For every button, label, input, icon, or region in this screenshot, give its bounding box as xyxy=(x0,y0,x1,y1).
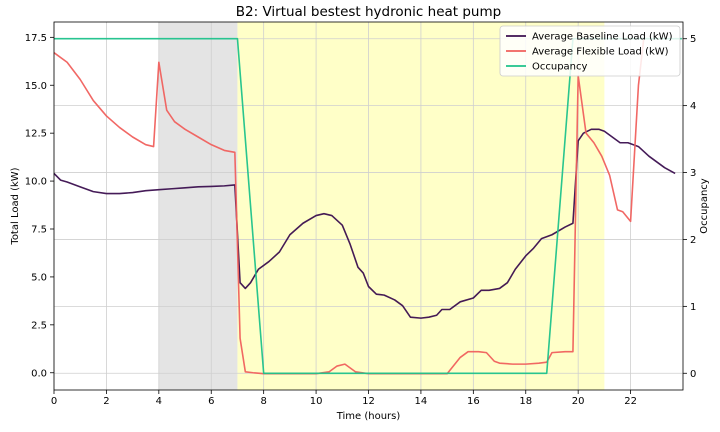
x-tick-label: 16 xyxy=(467,396,480,407)
y2-tick-label: 4 xyxy=(690,101,696,112)
shaded-regions xyxy=(158,22,605,390)
x-tick-label: 12 xyxy=(362,396,375,407)
y-tick-label: 12.5 xyxy=(25,129,47,140)
y-tick-label: 0.0 xyxy=(31,368,47,379)
x-axis: 0 2 4 6 8 10 12 14 16 18 20 22 xyxy=(51,390,637,407)
x-tick-label: 4 xyxy=(156,396,162,407)
legend-label-0: Average Baseline Load (kW) xyxy=(532,32,673,43)
legend-label-1: Average Flexible Load (kW) xyxy=(532,47,669,58)
x-axis-label: Time (hours) xyxy=(336,411,401,422)
y2-axis-label: Occupancy xyxy=(699,178,710,234)
y2-tick-label: 1 xyxy=(690,302,696,313)
x-tick-label: 0 xyxy=(51,396,57,407)
x-tick-label: 22 xyxy=(624,396,637,407)
y-tick-label: 7.5 xyxy=(31,225,47,236)
y-tick-label: 17.5 xyxy=(25,33,47,44)
series-line-0 xyxy=(53,128,676,319)
y-axis-left: 0.0 2.5 5.0 7.5 10.0 12.5 15.0 17.5 xyxy=(25,33,54,379)
y-tick-label: 15.0 xyxy=(25,81,47,92)
x-tick-label: 18 xyxy=(519,396,532,407)
x-tick-label: 8 xyxy=(260,396,266,407)
x-tick-label: 14 xyxy=(415,396,428,407)
y2-tick-label: 2 xyxy=(690,235,696,246)
x-tick-label: 6 xyxy=(208,396,214,407)
chart-title: B2: Virtual bestest hydronic heat pump xyxy=(236,4,501,20)
y-tick-label: 5.0 xyxy=(31,272,47,283)
y-axis-right: 0 1 2 3 4 5 xyxy=(683,34,696,380)
shaded-region-0 xyxy=(158,22,238,390)
y2-tick-label: 0 xyxy=(690,369,696,380)
legend-box xyxy=(499,25,681,77)
y-tick-label: 2.5 xyxy=(31,320,47,331)
y2-tick-label: 5 xyxy=(690,34,696,45)
x-tick-label: 20 xyxy=(572,396,585,407)
y2-tick-label: 3 xyxy=(690,168,696,179)
y-tick-label: 10.0 xyxy=(25,177,47,188)
legend: Average Baseline Load (kW) Average Flexib… xyxy=(499,25,681,77)
y-axis-label: Total Load (kW) xyxy=(10,167,21,245)
x-tick-label: 10 xyxy=(310,396,323,407)
legend-label-2: Occupancy xyxy=(532,62,588,73)
x-tick-label: 2 xyxy=(103,396,109,407)
